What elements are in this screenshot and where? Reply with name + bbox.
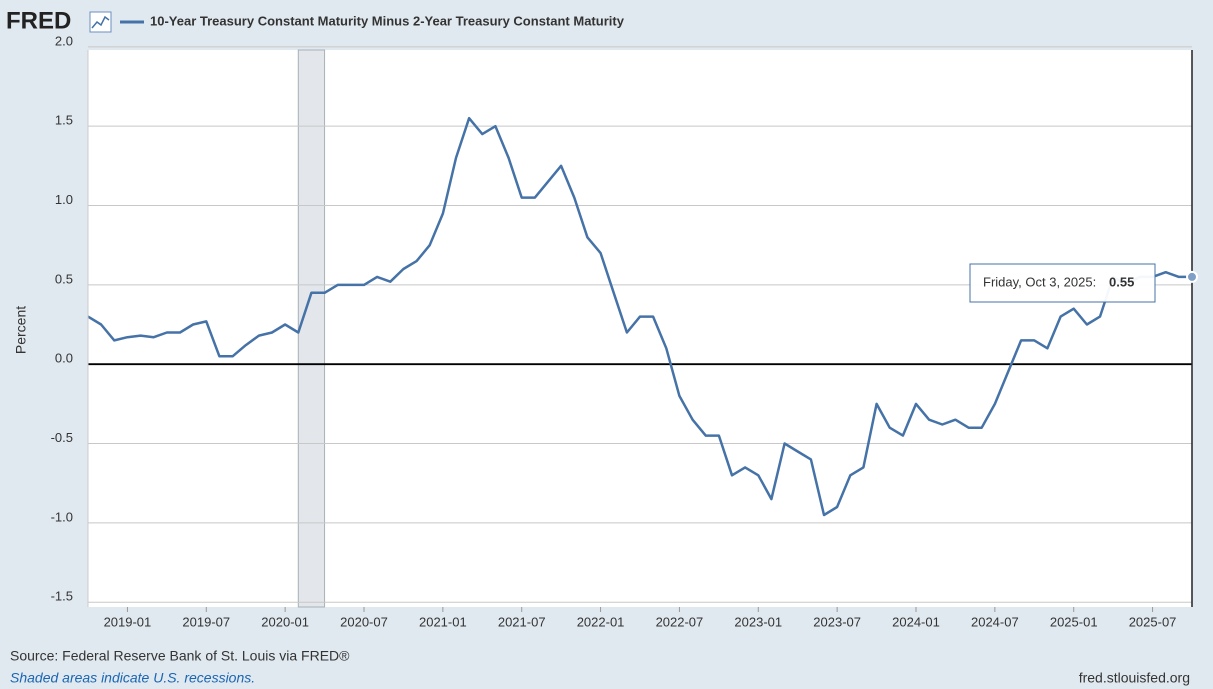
logo-icon: [89, 11, 112, 33]
y-tick-label: -0.5: [51, 430, 73, 445]
x-tick-label: 2024-01: [892, 614, 940, 629]
x-tick-label: 2023-07: [813, 614, 861, 629]
x-tick-label: 2024-07: [971, 614, 1019, 629]
y-tick-label: 2.0: [55, 33, 73, 48]
recession-note[interactable]: Shaded areas indicate U.S. recessions.: [10, 670, 255, 686]
series-line: [87, 116, 1192, 517]
x-tick-label: 2020-01: [261, 614, 309, 629]
logo: FRED: [6, 7, 71, 34]
y-tick-label: 0.0: [55, 351, 73, 366]
tooltip-value: 0.55: [1109, 274, 1134, 289]
x-tick-label: 2025-07: [1129, 614, 1177, 629]
y-tick-label: 1.0: [55, 192, 73, 207]
y-axis-label: Percent: [13, 306, 29, 354]
x-tick-label: 2022-07: [656, 614, 704, 629]
x-tick-label: 2021-01: [419, 614, 467, 629]
hover-marker: [1186, 270, 1198, 283]
y-tick-label: -1.5: [51, 589, 73, 604]
tooltip-label: Friday, Oct 3, 2025:: [983, 274, 1096, 289]
y-tick-label: 0.5: [55, 271, 73, 286]
x-tick-label: 2021-07: [498, 614, 546, 629]
x-tick-label: 2025-01: [1050, 614, 1098, 629]
x-tick-label: 2023-01: [734, 614, 782, 629]
y-tick-label: -1.0: [51, 509, 73, 524]
x-tick-label: 2019-01: [104, 614, 152, 629]
x-tick-label: 2020-07: [340, 614, 388, 629]
tooltip-box: [969, 263, 1156, 303]
site-url[interactable]: fred.stlouisfed.org: [1079, 670, 1190, 686]
recession-band: [297, 49, 326, 608]
legend-label: 10-Year Treasury Constant Maturity Minus…: [150, 13, 625, 28]
x-tick-label: 2019-07: [182, 614, 230, 629]
source: Source: Federal Reserve Bank of St. Loui…: [10, 648, 350, 664]
y-tick-label: 1.5: [55, 113, 73, 128]
plot-area: [88, 50, 1192, 607]
x-tick-label: 2022-01: [577, 614, 625, 629]
